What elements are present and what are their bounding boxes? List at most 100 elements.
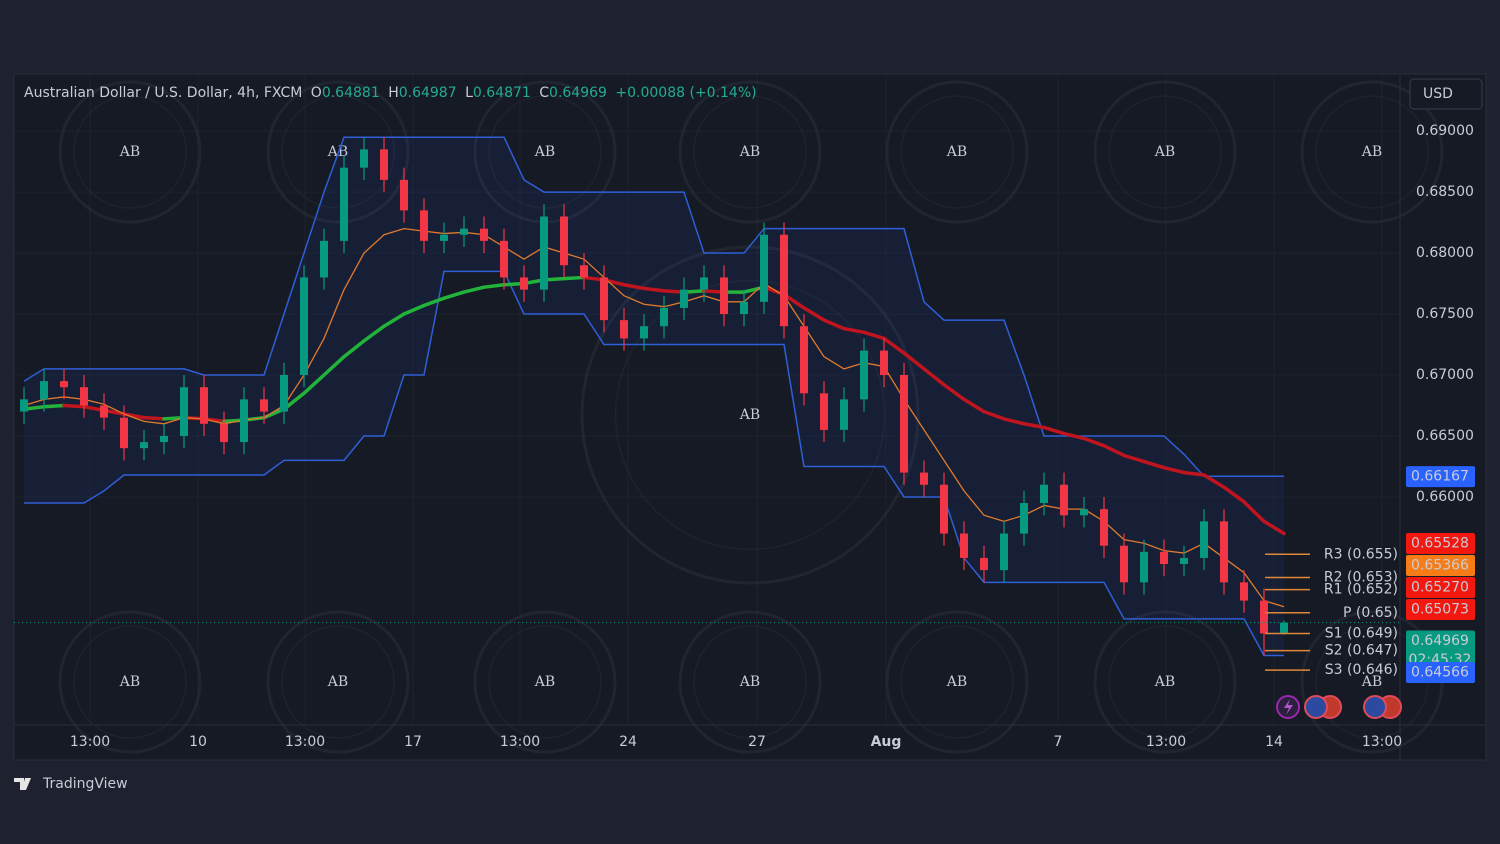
ma-slow-segment [462,285,486,294]
pivot-label: S1 (0.649) [1325,626,1398,642]
ohlc-key: O [311,85,322,101]
price-label: 0.65528 [1411,535,1469,551]
price-label-box [1406,532,1475,554]
x-tick-label: 24 [619,734,637,750]
candle-body [920,472,928,485]
ohlc-value: 0.64881 [322,85,380,101]
watermark-ring [1093,80,1237,224]
candle-body [1060,484,1068,516]
watermark-text: AB [946,144,967,160]
x-tick-label: 13:00 [285,734,325,750]
ma-slow-segment [362,324,386,343]
price-label-box [1406,466,1475,488]
currency-button[interactable] [1409,78,1483,110]
x-tick-label: 13:00 [1146,734,1186,750]
candle-body [1020,503,1028,534]
pivot-label: R2 (0.653) [1324,569,1398,585]
watermark-text: AB [119,674,140,690]
candle-body [800,326,808,394]
candle-body [420,210,428,241]
x-tick-label: 7 [1054,734,1063,750]
pivot-label: S3 (0.646) [1325,662,1398,678]
candle-body [180,387,188,436]
candle-body [780,234,788,327]
watermark-ring [678,80,822,224]
candle-body [680,289,688,308]
candle-body [280,375,288,412]
x-tick-label: 27 [748,734,766,750]
candle-body [740,301,748,315]
watermark-ring [678,610,822,754]
x-tick-label: 13:00 [70,734,110,750]
watermark-text: AB [119,144,140,160]
candle-body [500,240,508,278]
ma-slow-segment [142,415,166,421]
watermark-text: AB [1361,674,1382,690]
change: +0.00088 (+0.14%) [615,85,756,101]
ma-slow-segment [1122,453,1146,464]
y-tick-label: 0.66500 [1416,428,1474,444]
ma-slow-segment [1082,436,1106,448]
candle-body [260,399,268,412]
watermark-text: AB [739,407,760,423]
price-label: 0.65073 [1411,601,1469,617]
candle-body [660,307,668,327]
candle-body [840,399,848,430]
candle-body [80,387,88,406]
watermark-text: AB [327,674,348,690]
symbol: Australian Dollar / U.S. Dollar, 4h, FXC… [24,85,302,101]
candle-body [340,167,348,241]
y-tick-label: 0.66000 [1416,489,1474,505]
ma-slow-segment [342,339,366,359]
channel-lower [24,270,1284,657]
ohlc-value: 0.64987 [399,85,457,101]
ma-slow-segment [922,367,946,387]
candle-body [380,149,388,180]
candle-body [140,442,148,449]
ma-slow-segment [1022,422,1046,430]
watermark-ring [1108,625,1222,739]
watermark-text: AB [1154,144,1175,160]
watermark-text: AB [946,674,967,690]
price-label: 0.65270 [1411,579,1469,595]
ma-slow-segment [42,403,66,409]
lightning [1284,699,1293,715]
ma-slow-segment [642,286,666,293]
ohlc-key: H [388,85,399,101]
price-label: 0.66167 [1411,469,1469,485]
watermark-ring [580,245,920,585]
watermark-ring [58,610,202,754]
watermark-ring [693,95,807,209]
legend-header: Australian Dollar / U.S. Dollar, 4h, FXC… [24,85,757,101]
candle-body [1040,484,1048,504]
candle-body [120,417,128,449]
brand-name: TradingView [42,776,128,792]
candle-body [1140,551,1148,583]
candle-body [900,375,908,473]
candle-body [100,405,108,418]
candle-body [360,149,368,168]
candle-body [820,393,828,430]
candle-body [520,277,528,290]
flag-icon[interactable] [1363,695,1387,719]
pivot-label: R1 (0.652) [1324,582,1398,598]
candle-body [20,399,28,412]
candle-body [320,240,328,278]
watermark-ring [1108,95,1222,209]
y-tick-label: 0.68500 [1416,184,1474,200]
flag-icon[interactable] [1304,695,1328,719]
watermark-ring [885,610,1029,754]
watermark-ring [58,80,202,224]
candle-body [1200,521,1208,558]
ma-slow-segment [1202,473,1226,489]
currency-label[interactable]: USD [1423,86,1453,102]
candle-body [40,381,48,400]
candle-body [580,265,588,278]
candle-body [700,277,708,290]
watermark-ring [1093,610,1237,754]
candle-body [600,277,608,321]
candle-body [1260,600,1268,634]
y-tick-label: 0.69000 [1416,123,1474,139]
ma-slow-segment [302,373,326,396]
